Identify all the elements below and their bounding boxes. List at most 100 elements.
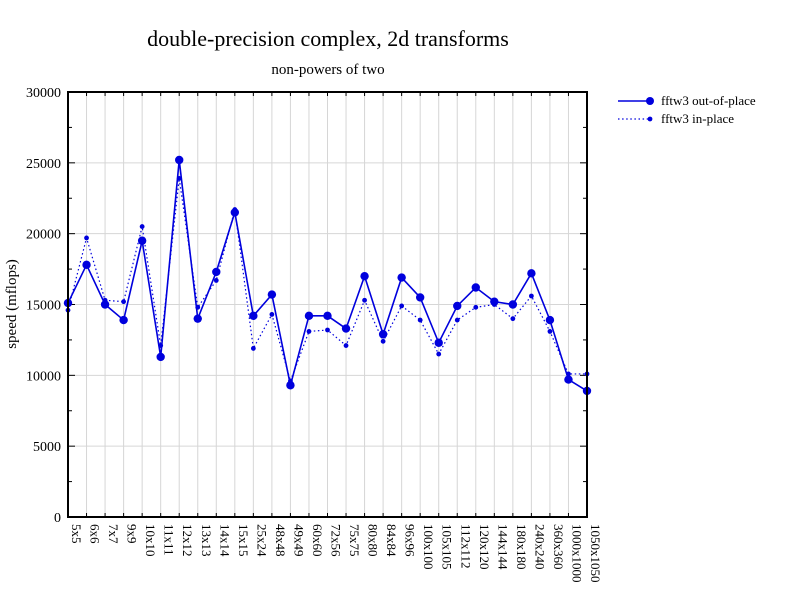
data-point-in-place: [547, 329, 553, 334]
x-tick-label: 49x49: [291, 524, 306, 557]
data-point-in-place: [288, 378, 293, 384]
x-tick-label: 144x144: [495, 524, 510, 570]
data-point-in-place: [417, 317, 423, 323]
legend-swatch-dotted-line: [618, 116, 653, 122]
data-point-out-of-place: [545, 315, 555, 325]
data-point-out-of-place: [434, 338, 443, 347]
data-point-in-place: [158, 343, 164, 348]
data-point-out-of-place: [471, 283, 480, 292]
data-point-in-place: [362, 297, 367, 303]
x-tick-label: 80x80: [366, 524, 381, 557]
x-tick-label: 75x75: [347, 524, 362, 557]
data-point-out-of-place: [212, 267, 221, 277]
data-point-in-place: [380, 338, 386, 344]
data-point-out-of-place: [378, 330, 388, 339]
x-tick-label: 105x105: [440, 524, 455, 570]
data-point-in-place: [195, 304, 201, 310]
data-point-out-of-place: [453, 301, 462, 311]
x-tick-label: 100x100: [421, 524, 436, 570]
legend-item: fftw3 in-place: [618, 110, 792, 128]
data-point-out-of-place: [508, 300, 518, 309]
chart-subtitle: non-powers of two: [271, 62, 385, 78]
x-tick-label: 84x84: [384, 524, 399, 557]
data-point-in-place: [213, 278, 219, 283]
data-point-in-place: [473, 304, 479, 310]
legend-swatch-solid-line: [618, 97, 654, 105]
data-point-in-place: [528, 293, 534, 299]
data-point-out-of-place: [415, 293, 425, 302]
data-point-in-place: [510, 316, 516, 322]
data-point-out-of-place: [156, 352, 165, 362]
data-point-in-place: [325, 327, 330, 333]
plot-frame: [67, 91, 588, 518]
x-tick-label: 360x360: [551, 524, 566, 570]
data-point-in-place: [566, 371, 571, 377]
data-point-in-place: [232, 207, 238, 212]
data-point-out-of-place: [175, 155, 184, 165]
data-series: [63, 155, 592, 396]
data-point-out-of-place: [267, 290, 277, 299]
data-point-in-place: [436, 351, 442, 357]
y-tick-label: 10000: [26, 369, 61, 384]
legend-label: fftw3 in-place: [661, 111, 735, 126]
data-point-out-of-place: [304, 311, 314, 321]
y-tick-label: 0: [54, 511, 61, 526]
x-tick-label: 96x96: [403, 524, 418, 557]
data-point-out-of-place: [397, 273, 406, 282]
y-tick-label: 20000: [26, 228, 61, 243]
y-tick-label: 30000: [26, 86, 61, 101]
data-point-in-place: [454, 317, 460, 323]
x-tick-label: 6x6: [88, 524, 103, 544]
data-point-in-place: [491, 302, 497, 307]
legend-item: fftw3 out-of-place: [618, 92, 792, 110]
data-point-in-place: [269, 312, 275, 317]
data-point-in-place: [399, 303, 405, 309]
x-tick-label: 1050x1050: [588, 524, 603, 583]
data-point-in-place: [84, 235, 89, 241]
x-tick-label: 13x13: [199, 524, 214, 557]
x-tick-label: 48x48: [273, 524, 288, 557]
legend-marker-icon: [647, 116, 653, 122]
legend-label: fftw3 out-of-place: [661, 93, 756, 108]
x-tick-label: 240x240: [532, 524, 547, 570]
x-tick-label: 12x12: [180, 524, 195, 557]
x-tick-label: 112x112: [458, 524, 473, 569]
data-point-out-of-place: [323, 311, 332, 321]
data-point-out-of-place: [119, 315, 128, 325]
legend: fftw3 out-of-place fftw3 in-place: [618, 92, 792, 128]
x-tick-label: 10x10: [143, 524, 158, 557]
plot-border: [67, 91, 588, 518]
data-point-in-place: [343, 343, 349, 348]
x-tick-label: 1000x1000: [569, 524, 584, 583]
data-point-out-of-place: [82, 260, 91, 270]
x-tick-label: 15x15: [236, 524, 251, 557]
data-point-out-of-place: [341, 324, 351, 333]
data-point-in-place: [250, 346, 256, 351]
x-tick-label: 11x11: [162, 524, 177, 556]
x-tick-label: 7x7: [106, 524, 121, 544]
chart-title: double-precision complex, 2d transforms: [147, 26, 509, 51]
x-tick-label: 72x56: [329, 524, 344, 557]
y-tick-label: 25000: [26, 157, 61, 172]
data-point-in-place: [121, 299, 127, 305]
y-tick-label: 5000: [33, 440, 61, 455]
data-point-out-of-place: [360, 271, 369, 281]
data-point-out-of-place: [564, 375, 573, 384]
data-point-in-place: [139, 224, 145, 229]
x-tick-label: 14x14: [217, 524, 232, 557]
data-point-in-place: [176, 176, 182, 181]
legend-marker-icon: [646, 97, 654, 105]
data-point-out-of-place: [286, 381, 295, 390]
y-axis-title: speed (mflops): [4, 259, 20, 349]
data-point-out-of-place: [193, 314, 202, 323]
y-tick-label: 15000: [26, 299, 61, 314]
data-point-out-of-place: [100, 300, 110, 309]
data-point-in-place: [102, 297, 108, 303]
x-tick-label: 120x120: [477, 524, 492, 570]
data-point-in-place: [306, 329, 312, 334]
x-tick-label: 25x24: [254, 524, 269, 557]
axis-labels: 0 5000 10000 15000 20000 25000 30000 5x5 6x6 7x7 9…: [26, 86, 603, 583]
data-point-out-of-place: [527, 269, 536, 278]
data-point-out-of-place: [137, 236, 147, 245]
data-point-out-of-place: [249, 311, 258, 321]
